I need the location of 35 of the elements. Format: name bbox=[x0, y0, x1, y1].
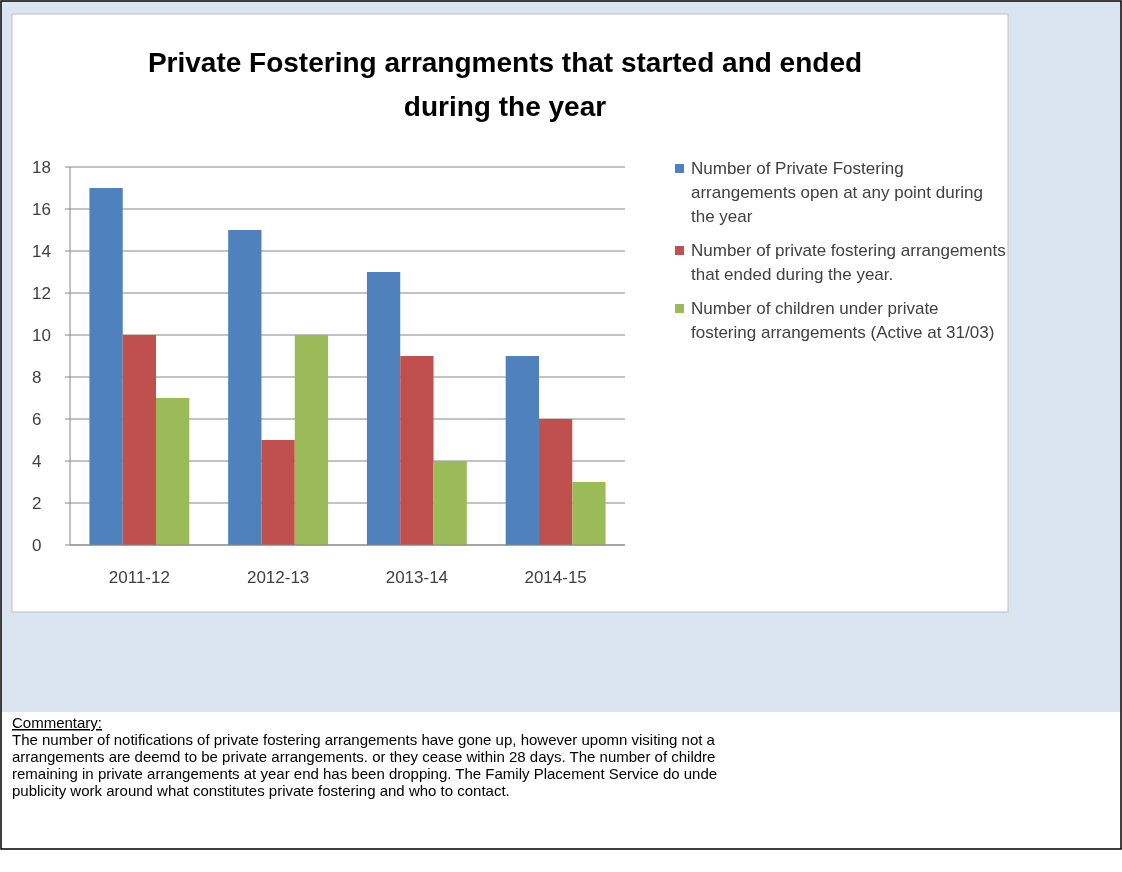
bar bbox=[228, 230, 262, 545]
legend-label: Number of children under private fostering arrangements (Active at 31/03) bbox=[691, 299, 995, 342]
x-tick-label: 2014-15 bbox=[524, 568, 587, 587]
x-tick-label: 2011-12 bbox=[108, 568, 170, 587]
bar bbox=[572, 482, 606, 545]
y-tick-label: 8 bbox=[32, 367, 42, 387]
x-tick-label: 2013-14 bbox=[385, 568, 449, 587]
legend-label: Number of Private Fostering arrangements open at any point during the year bbox=[691, 159, 984, 226]
legend-label: Number of private fostering arrangements that ended during the year. bbox=[691, 241, 1006, 284]
bar bbox=[122, 335, 157, 545]
bar bbox=[538, 419, 573, 545]
bar bbox=[261, 440, 295, 545]
bar bbox=[433, 461, 467, 545]
y-tick-label: 16 bbox=[32, 199, 51, 219]
y-tick-label: 0 bbox=[32, 535, 42, 555]
x-tick-label: 2012-13 bbox=[246, 568, 310, 587]
bar bbox=[505, 356, 539, 545]
bar bbox=[294, 335, 329, 545]
text: publicity work around what constitutes private fostering and who to contact. bbox=[12, 782, 510, 799]
y-tick-label: 12 bbox=[32, 283, 51, 303]
bar bbox=[400, 356, 434, 545]
chart-title: Private Fostering arrangments that started and ended during the year bbox=[147, 47, 863, 122]
y-tick-label: 6 bbox=[32, 409, 42, 429]
bar bbox=[156, 398, 190, 545]
text: The number of notifications of private fostering arrangements have gone up, however upomn visiting not a bbox=[12, 731, 716, 748]
y-tick-label: 14 bbox=[32, 241, 51, 261]
y-tick-label: 2 bbox=[32, 493, 42, 513]
bar bbox=[89, 188, 123, 545]
text: Commentary: bbox=[12, 714, 103, 731]
y-tick-label: 18 bbox=[32, 157, 51, 177]
text: remaining in private arrangements at year end has been dropping. The Family Placement Service do unde bbox=[12, 765, 718, 782]
bar bbox=[366, 272, 401, 545]
y-tick-label: 10 bbox=[32, 325, 51, 345]
y-tick-label: 4 bbox=[32, 451, 42, 471]
text: arrangements are deemd to be private arrangements. or they cease within 28 days. The number of childre bbox=[12, 748, 716, 765]
